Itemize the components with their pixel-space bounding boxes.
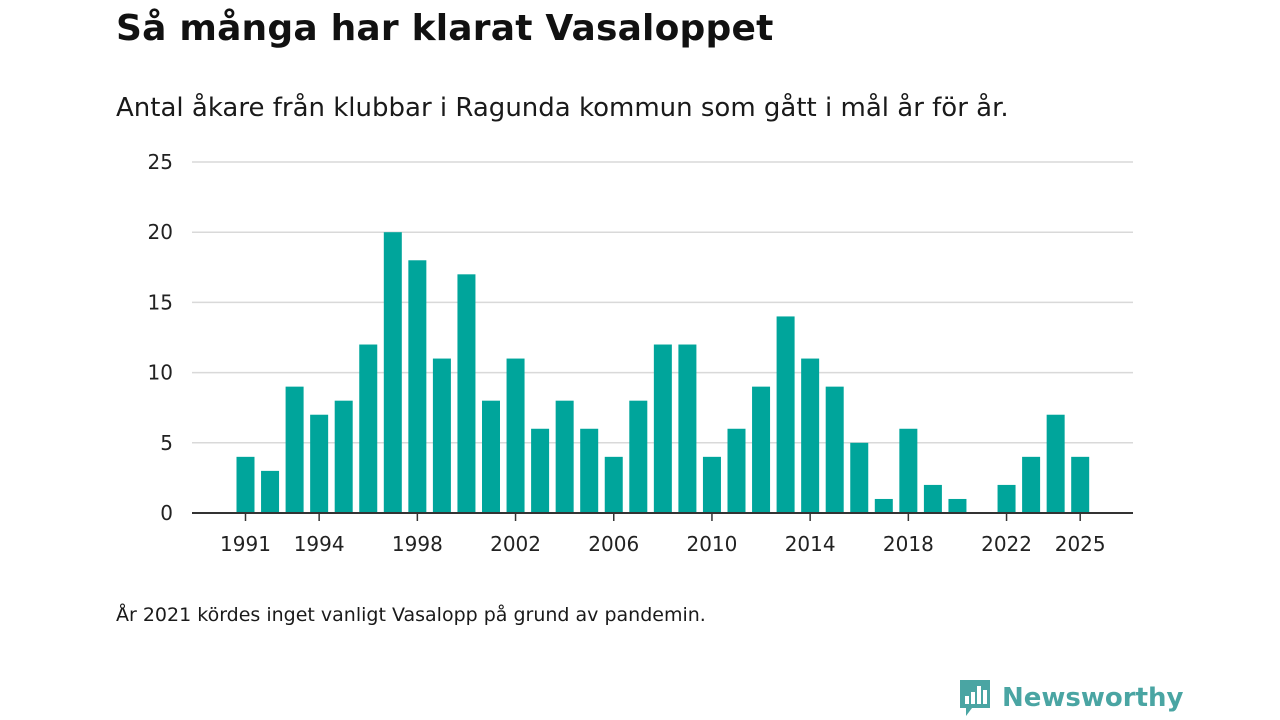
y-tick-label-20: 20 [148, 220, 173, 244]
bar-2023 [1022, 456, 1041, 513]
bar-2025 [1071, 456, 1090, 513]
bar-2004 [555, 400, 574, 513]
bar-2009 [678, 344, 697, 513]
bar-1992 [261, 470, 280, 513]
bar-2018 [899, 428, 918, 513]
x-tick-label-2002: 2002 [490, 532, 541, 556]
chart-subtitle: Antal åkare från klubbar i Ragunda kommu… [116, 93, 1009, 123]
y-tick-label-5: 5 [160, 431, 173, 455]
bar-2006 [604, 456, 623, 513]
bar-2022 [997, 484, 1016, 513]
x-tick-label-2018: 2018 [883, 532, 934, 556]
bar-2016 [850, 442, 869, 513]
bar-1994 [310, 414, 329, 513]
bar-2003 [531, 428, 550, 513]
x-tick-label-2006: 2006 [588, 532, 639, 556]
y-tick-label-10: 10 [148, 361, 173, 385]
bar-1995 [334, 400, 353, 513]
footnote: År 2021 kördes inget vanligt Vasalopp på… [116, 604, 706, 626]
y-tick-label-25: 25 [148, 150, 173, 174]
bar-2024 [1046, 414, 1065, 513]
brand-name: Newsworthy [1002, 683, 1184, 713]
bar-2011 [727, 428, 746, 513]
bar-2002 [506, 358, 525, 513]
bar-2015 [825, 386, 844, 513]
newsworthy-bar-chart-logo-icon [960, 680, 990, 716]
bar-2000 [457, 274, 476, 513]
bar-1998 [408, 260, 427, 513]
x-tick-label-1998: 1998 [392, 532, 443, 556]
bar-2010 [702, 456, 721, 513]
x-tick-label-2014: 2014 [785, 532, 836, 556]
chart-title: Så många har klarat Vasaloppet [116, 8, 774, 49]
y-tick-label-15: 15 [148, 290, 173, 314]
x-tick-label-1994: 1994 [294, 532, 345, 556]
bar-1997 [383, 232, 402, 513]
x-tick-label-1991: 1991 [220, 532, 271, 556]
bar-1991 [236, 456, 255, 513]
bars [236, 232, 1090, 513]
bar-2020 [948, 498, 967, 513]
y-tick-label-0: 0 [160, 501, 173, 525]
x-tick-label-2010: 2010 [686, 532, 737, 556]
bar-2008 [653, 344, 672, 513]
bar-2014 [801, 358, 820, 513]
bar-1993 [285, 386, 304, 513]
bar-2007 [629, 400, 648, 513]
bar-2005 [580, 428, 599, 513]
x-tick-label-2025: 2025 [1055, 532, 1106, 556]
x-tick-label-2022: 2022 [981, 532, 1032, 556]
bar-2019 [923, 484, 942, 513]
bar-1999 [432, 358, 451, 513]
brand: Newsworthy [958, 678, 1183, 718]
bar-2012 [752, 386, 771, 513]
bar-2013 [776, 316, 795, 513]
bar-1996 [359, 344, 378, 513]
bar-2017 [874, 498, 893, 513]
bar-2001 [482, 400, 500, 513]
